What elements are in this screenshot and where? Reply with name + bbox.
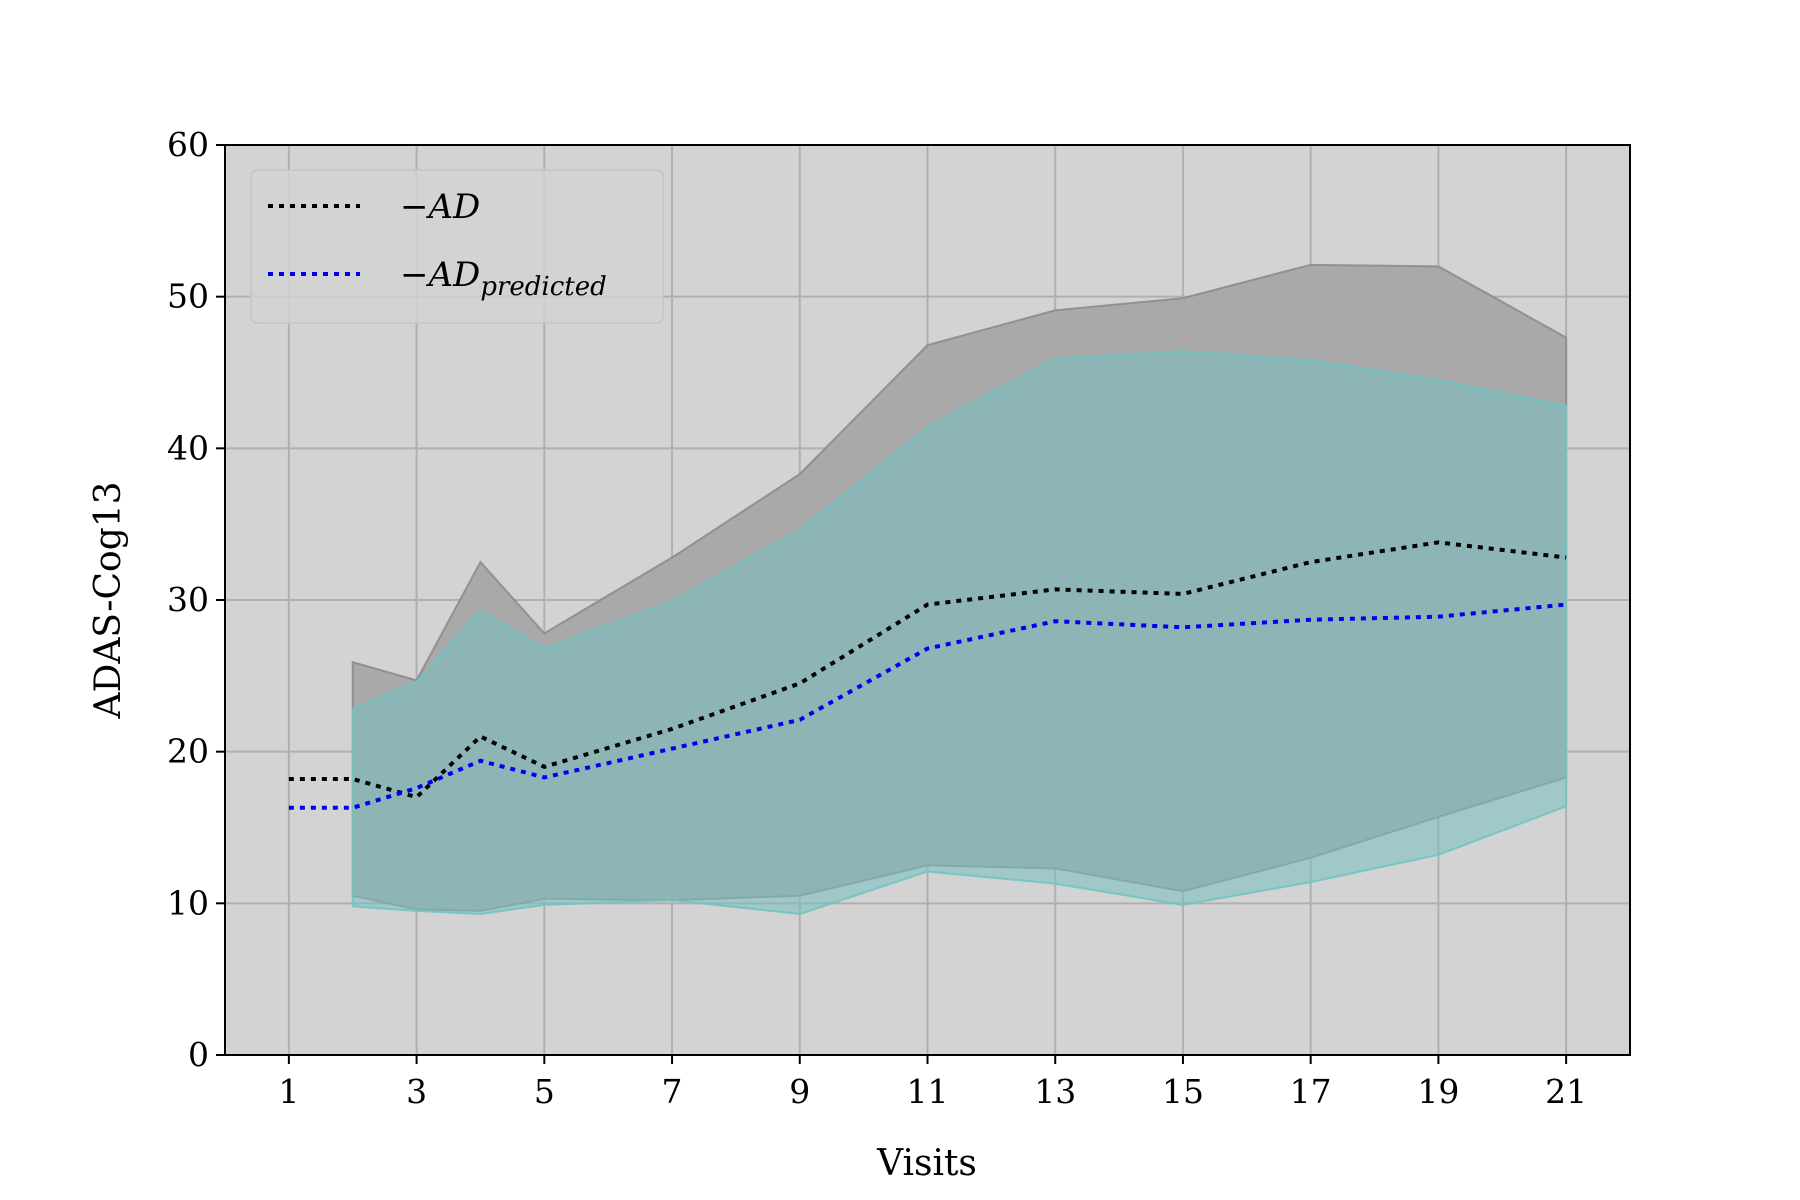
x-tick-label: 13 <box>1034 1072 1076 1111</box>
series-lines <box>288 540 1567 810</box>
y-tick-label: 20 <box>167 732 209 771</box>
x-axis: 1 3 5 7 9 11 13 15 17 19 21 <box>278 1055 1587 1111</box>
x-tick-label: 17 <box>1290 1072 1332 1111</box>
legend-label-ad-text: −AD <box>400 187 480 227</box>
x-tick-label: 11 <box>907 1072 949 1111</box>
x-tick-label: 5 <box>534 1072 555 1111</box>
x-tick-label: 7 <box>662 1072 683 1111</box>
y-tick-label: 40 <box>167 428 209 467</box>
legend-label-ad: −AD <box>400 187 480 227</box>
y-tick-label: 10 <box>167 883 209 922</box>
x-tick-label: 3 <box>406 1072 427 1111</box>
legend-label-ad-predicted-sub: predicted <box>480 272 606 302</box>
x-tick-label: 15 <box>1162 1072 1204 1111</box>
x-axis-label: Visits <box>876 1143 977 1184</box>
legend-box <box>250 169 664 324</box>
y-tick-label: 50 <box>167 277 209 316</box>
confidence-bands <box>351 263 1568 915</box>
predicted-band <box>351 350 1568 915</box>
x-tick-label: 9 <box>789 1072 810 1111</box>
series-line-ad-predicted <box>288 602 1567 810</box>
legend-label-ad-predicted-main: −AD <box>400 255 480 295</box>
y-axis-label: ADAS-Cog13 <box>88 481 129 719</box>
x-tick-label: 1 <box>278 1072 299 1111</box>
legend: −AD −ADpredicted <box>250 169 664 324</box>
x-tick-label: 21 <box>1545 1072 1587 1111</box>
y-tick-label: 0 <box>188 1035 209 1074</box>
x-tick-label: 19 <box>1417 1072 1459 1111</box>
y-tick-label: 30 <box>167 580 209 619</box>
y-tick-label: 60 <box>167 125 209 164</box>
y-axis: 0 10 20 30 40 50 60 <box>167 125 225 1074</box>
legend-label-ad-predicted: −ADpredicted <box>400 255 607 302</box>
